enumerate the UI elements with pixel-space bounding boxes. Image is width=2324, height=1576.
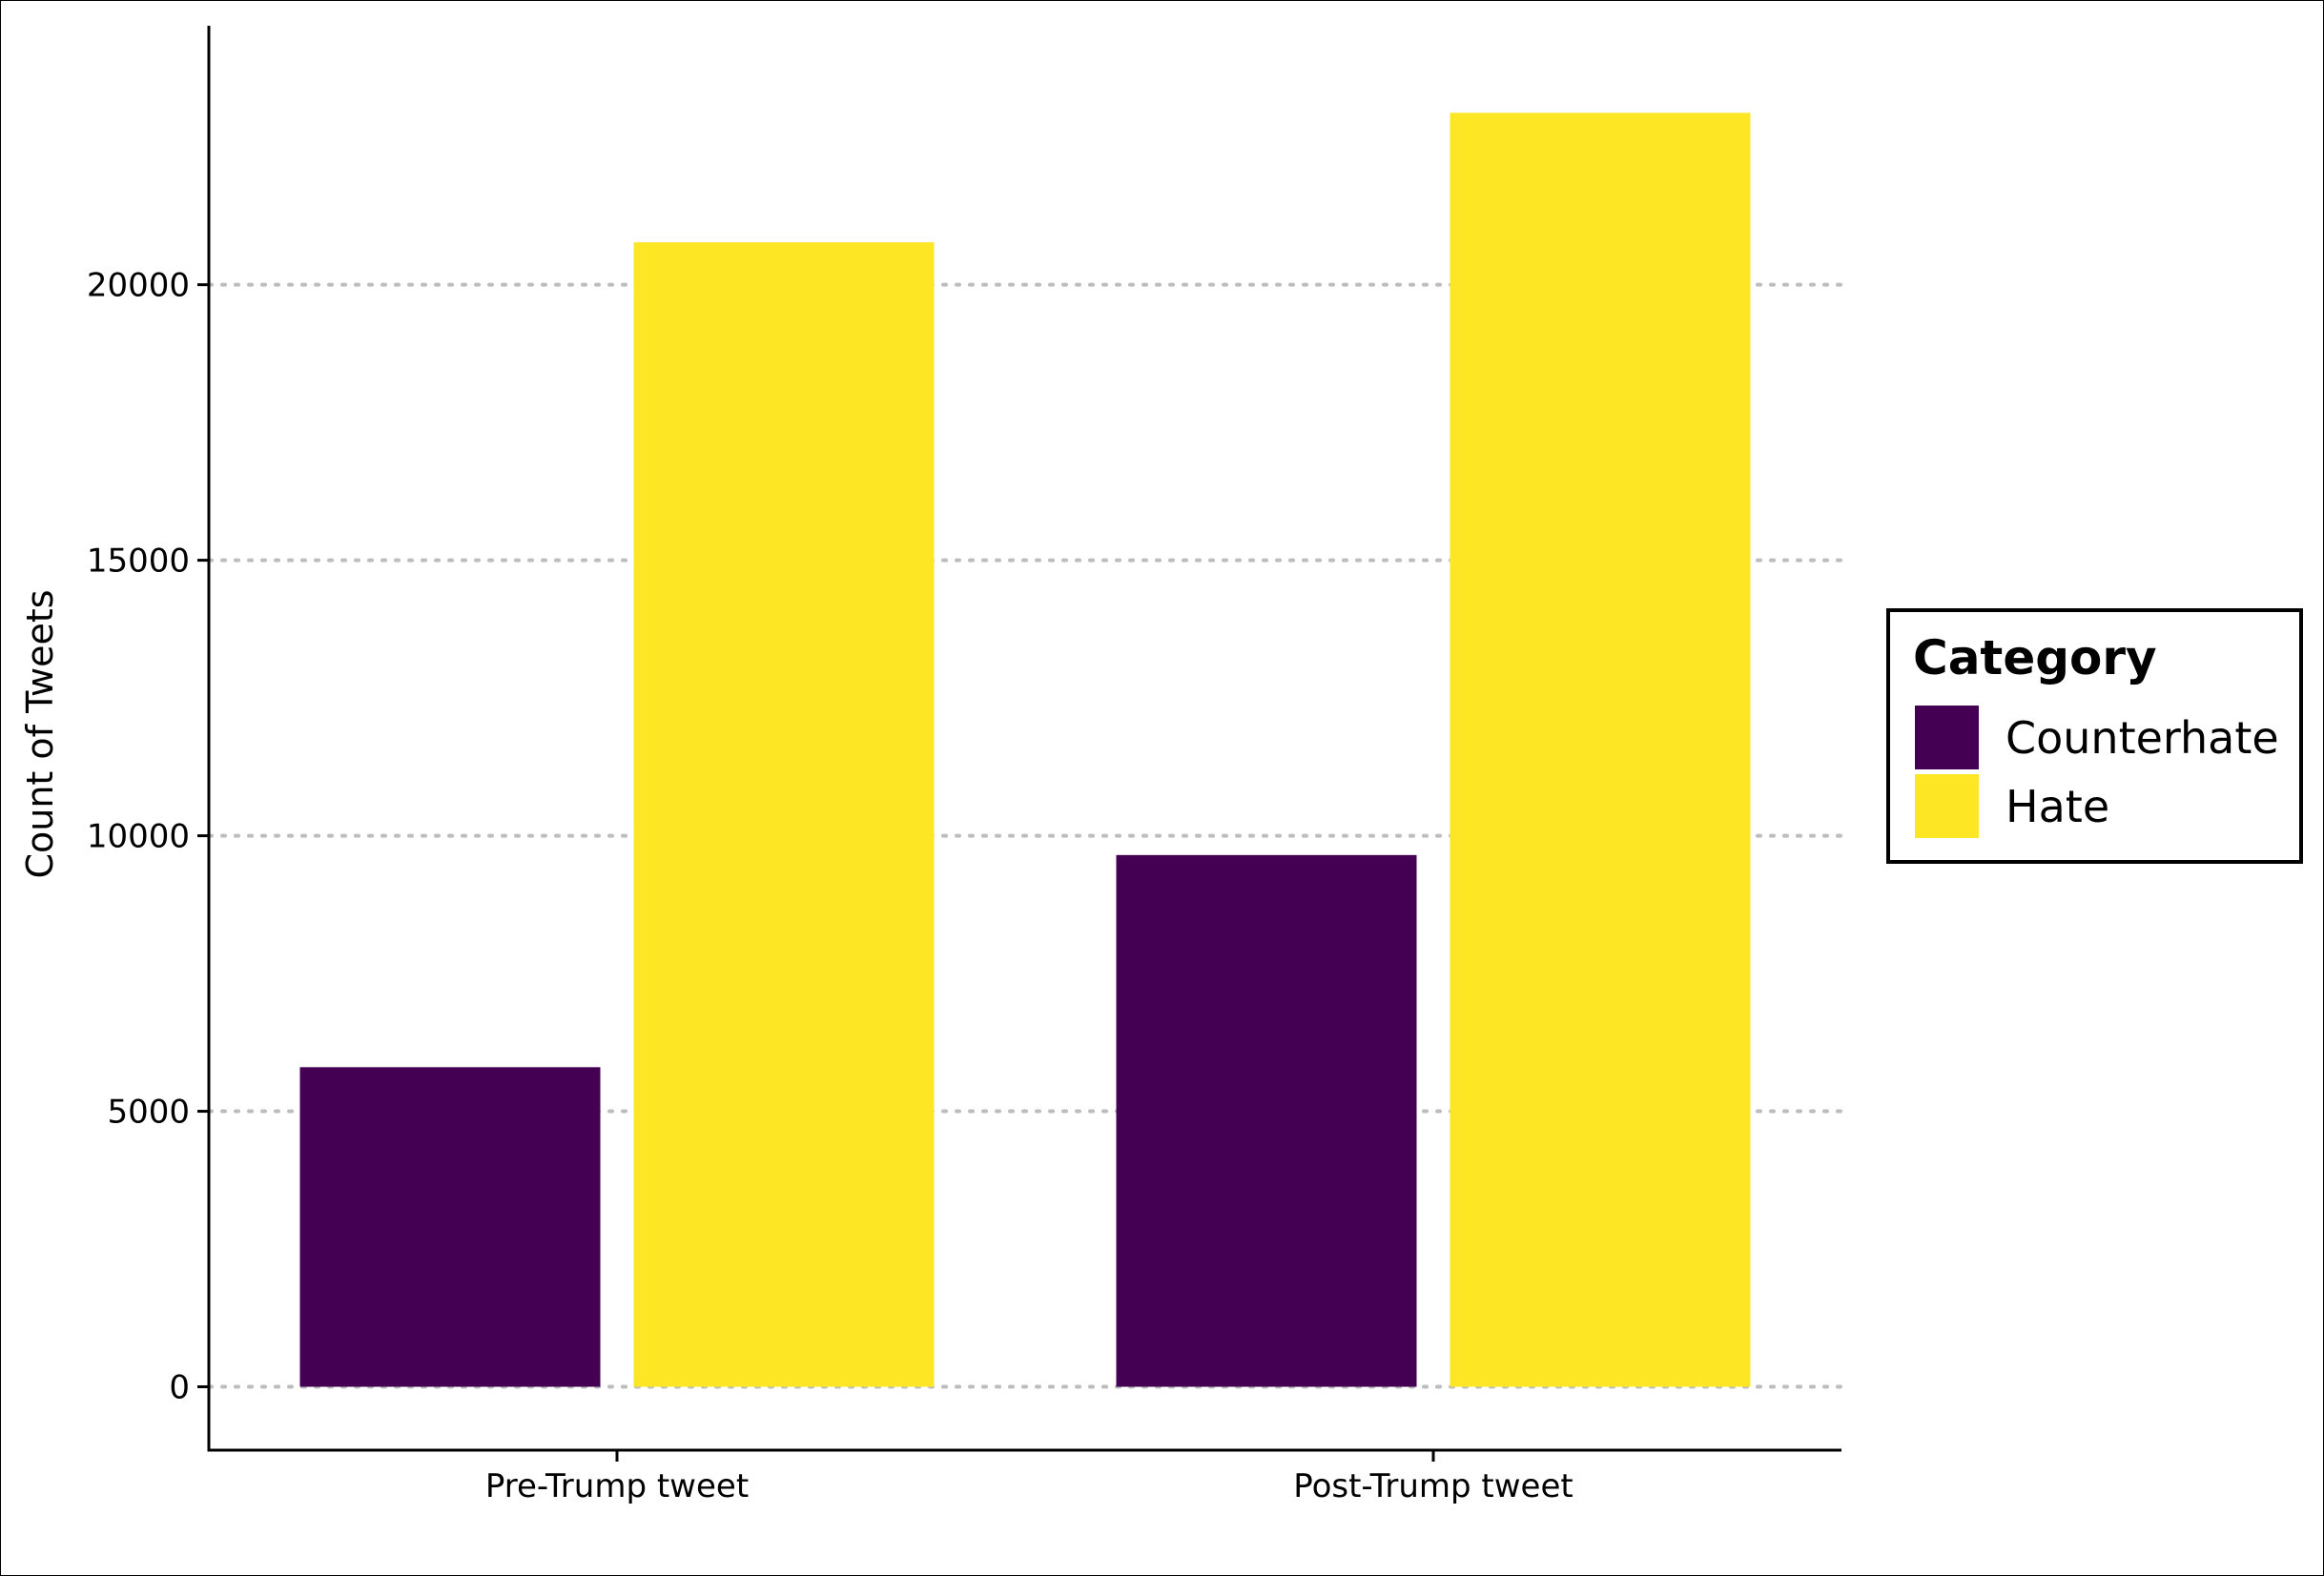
x-tick-label: Pre-Trump tweet [485, 1467, 749, 1505]
legend-label-hate: Hate [2005, 781, 2109, 832]
bar-counterhate-1 [299, 1067, 601, 1387]
legend-swatch-counterhate [1915, 706, 1979, 769]
legend-label-counterhate: Counterhate [2005, 712, 2279, 764]
x-tick-label: Post-Trump tweet [1293, 1467, 1573, 1505]
y-tick-label: 15000 [87, 542, 190, 581]
bar-hate-1 [633, 242, 935, 1387]
y-axis-label: Count of Tweets [19, 589, 61, 878]
y-tick-label: 0 [169, 1369, 190, 1407]
axes: 0 5000 10000 15000 20000 Pre-Trump tweet Post-… [87, 26, 1841, 1505]
y-tick-label: 5000 [107, 1094, 190, 1132]
bars [299, 113, 1751, 1387]
bar-counterhate-2 [1116, 854, 1417, 1387]
bar-hate-2 [1450, 113, 1751, 1387]
y-tick-label: 20000 [87, 267, 190, 305]
legend: Category Counterhate Hate [1886, 608, 2303, 864]
y-tick-label: 10000 [87, 818, 190, 856]
legend-title: Category [1913, 630, 2157, 686]
legend-swatch-hate [1915, 774, 1979, 838]
